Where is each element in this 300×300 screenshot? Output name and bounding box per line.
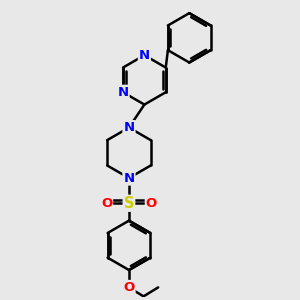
Text: N: N: [139, 49, 150, 62]
Text: N: N: [123, 121, 134, 134]
Text: O: O: [146, 197, 157, 210]
Text: N: N: [123, 172, 134, 184]
Text: S: S: [124, 196, 134, 211]
Text: O: O: [123, 281, 135, 294]
Text: N: N: [118, 86, 129, 99]
Text: O: O: [101, 197, 112, 210]
